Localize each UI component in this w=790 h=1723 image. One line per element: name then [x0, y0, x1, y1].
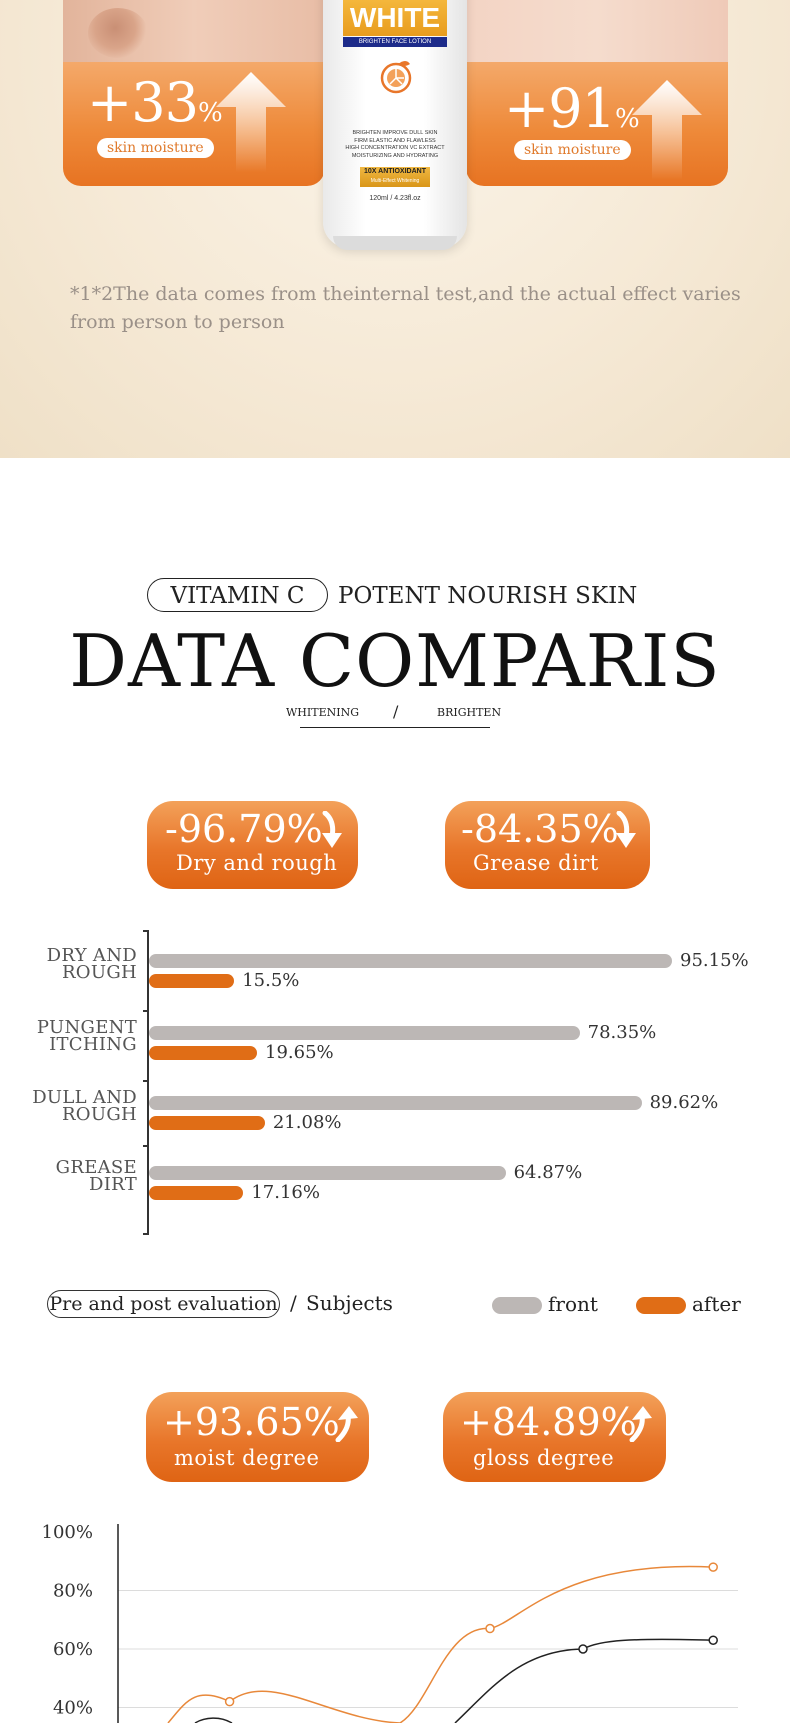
up-arrow-icon [216, 72, 286, 172]
up-arrow-icon [335, 1406, 358, 1442]
bar-value-label: 78.35% [587, 1022, 657, 1043]
nose-shading [88, 8, 148, 58]
legend-swatch-front [492, 1297, 542, 1314]
vitamin-c-pill: VITAMIN C [147, 578, 328, 612]
right-stat-value: +91% [504, 77, 640, 140]
series-point-dark [578, 1644, 588, 1654]
before-skin-photo [63, 0, 325, 62]
bar-after [149, 1116, 265, 1130]
series-line-orange [167, 1565, 714, 1723]
bar-category-label: DRY AND ROUGH [46, 945, 137, 983]
line-chart: 100% 80% 60% 40% [42, 1522, 738, 1723]
hero-section: +33% skin moisture +91% skin moisture WH… [0, 0, 790, 458]
badge-grease-dirt: -84.35% Grease dirt [445, 801, 650, 889]
badge-moist-degree: +93.65% moist degree [146, 1392, 369, 1482]
bar-front [149, 1026, 580, 1040]
bar-chart-axis-tick [143, 1145, 149, 1147]
up-arrow-icon [632, 80, 702, 180]
bar-after [149, 974, 235, 988]
evaluation-subjects: Subjects [306, 1291, 393, 1315]
evaluation-pill: Pre and post evaluation [47, 1290, 280, 1318]
evaluation-slash: / [290, 1291, 297, 1315]
sub-label-brighten: BRIGHTEN [437, 706, 502, 719]
page-title: DATA COMPARIS [69, 619, 721, 703]
bar-chart: DRY AND ROUGH 95.15% 15.5% PUNGENT ITCHING 78.… [0, 930, 790, 1240]
bar-value-label: 17.16% [251, 1182, 320, 1203]
badge-dry-rough: -96.79% Dry and rough [147, 801, 358, 889]
bar-after [149, 1046, 257, 1060]
bar-category-label: GREASE DIRT [55, 1157, 137, 1195]
sub-label-whitening: WHITENING [286, 706, 359, 719]
down-arrow-icon [616, 811, 636, 848]
y-tick-label: 40% [53, 1698, 93, 1719]
bar-chart-y-axis [147, 930, 149, 1235]
series-line-dark-segment [194, 1717, 233, 1723]
left-stat-value: +33% [87, 71, 223, 134]
bar-chart-axis-tick [143, 1010, 149, 1012]
legend-swatch-after [636, 1297, 686, 1314]
bar-value-label: 89.62% [649, 1092, 719, 1113]
y-tick-label: 80% [53, 1581, 93, 1602]
product-bottle: WHITE BRIGHTEN FACE LOTION BRIGHTEN IMPR… [323, 0, 467, 260]
bar-chart-axis-tick [143, 930, 149, 932]
tagline: POTENT NOURISH SKIN [338, 583, 638, 609]
series-point-orange [708, 1562, 718, 1572]
bottle-base [333, 236, 457, 250]
series-point-orange [224, 1696, 235, 1707]
bottle-claims: BRIGHTEN IMPROVE DULL SKIN FIRM ELASTIC … [345, 130, 445, 159]
bar-value-label: 19.65% [265, 1042, 334, 1063]
disclaimer-text: *1*2The data comes from theinternal test… [70, 283, 741, 333]
bar-chart-axis-tick [143, 1233, 149, 1235]
legend-label-front: front [548, 1292, 598, 1316]
bar-front [149, 954, 672, 968]
down-arrow-icon [322, 811, 342, 848]
bottle-volume: 120ml / 4.23fl.oz [369, 195, 421, 202]
bar-value-label: 95.15% [680, 950, 749, 971]
legend-label-after: after [692, 1292, 741, 1316]
bar-category-label: DULL AND ROUGH [32, 1087, 137, 1125]
series-point-orange [485, 1623, 495, 1634]
series-point-dark [708, 1635, 718, 1645]
bottle-subtitle: BRIGHTEN FACE LOTION [343, 37, 447, 47]
right-stat-label: skin moisture [514, 140, 631, 160]
left-stat-panel: +33% skin moisture [63, 62, 325, 186]
bar-category-label: PUNGENT ITCHING [36, 1017, 137, 1055]
orange-fruit-icon [380, 61, 412, 94]
bar-value-label: 15.5% [242, 970, 300, 991]
bar-after [149, 1186, 244, 1200]
up-arrow-icon [629, 1406, 652, 1442]
badge-gloss-degree: +84.89% gloss degree [443, 1392, 666, 1482]
y-tick-label: 100% [42, 1522, 93, 1543]
bar-front [149, 1096, 642, 1110]
antioxidant-badge: 10X ANTIOXIDANT Multi-Effect Whitening [360, 167, 430, 187]
left-stat-label: skin moisture [97, 138, 214, 158]
bar-front [149, 1166, 506, 1180]
after-skin-photo [466, 0, 728, 62]
bar-value-label: 64.87% [513, 1162, 583, 1183]
right-stat-panel: +91% skin moisture [466, 62, 728, 186]
y-tick-label: 60% [53, 1639, 93, 1660]
sub-label-underline [300, 727, 490, 728]
bottle-brand: WHITE [343, 0, 447, 36]
bar-chart-axis-tick [143, 1080, 149, 1082]
sub-label-slash: / [393, 702, 399, 721]
bar-value-label: 21.08% [272, 1112, 342, 1133]
